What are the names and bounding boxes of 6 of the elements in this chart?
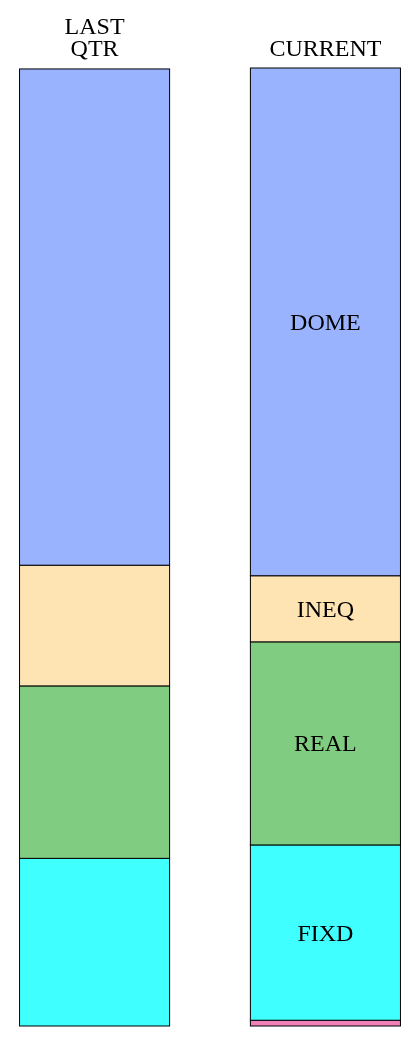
- series-label: INEQ: [296, 595, 355, 622]
- x-tick-label: LAST QTR: [64, 13, 125, 61]
- x-tick-label: CURRENT: [269, 35, 382, 61]
- series-label: FIXD: [297, 919, 354, 946]
- series-label: DOME: [290, 308, 361, 335]
- series-label: REAL: [294, 730, 357, 757]
